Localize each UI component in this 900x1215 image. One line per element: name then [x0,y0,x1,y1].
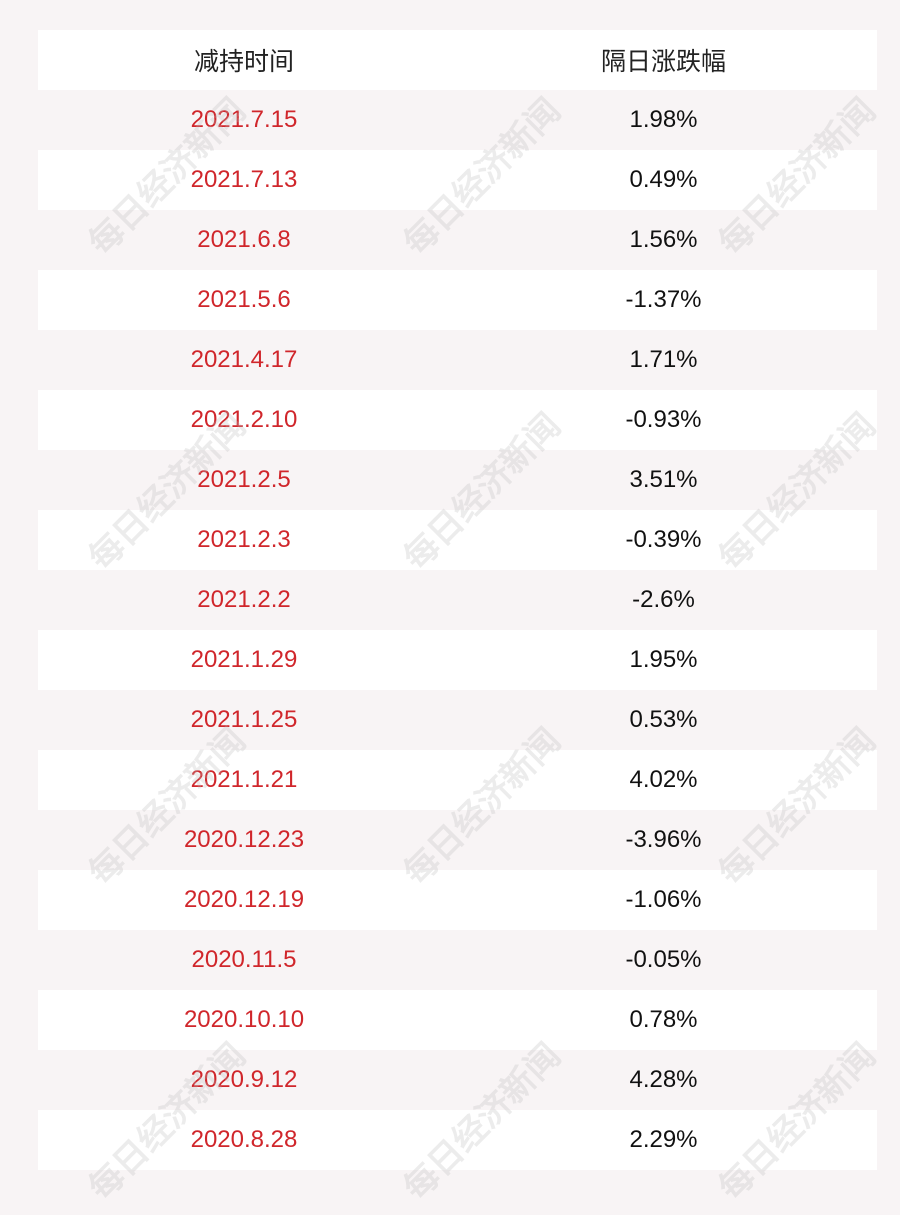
table-header-row: 减持时间 隔日涨跌幅 [38,30,877,90]
change-cell: 0.53% [629,706,698,733]
holdings-reduction-table: 减持时间 隔日涨跌幅 2021.7.15 1.98% 2021.7.13 0.4… [38,30,877,1170]
date-cell: 2020.10.10 [183,1006,305,1033]
change-cell: 4.02% [629,766,698,793]
table-row: 2021.2.5 3.51% [38,450,877,510]
change-cell: -1.06% [625,886,702,913]
table-row: 2020.9.12 4.28% [38,1050,877,1110]
date-cell: 2021.1.21 [190,766,298,793]
change-cell: -0.93% [625,406,702,433]
table-row: 2020.11.5 -0.05% [38,930,877,990]
date-cell: 2020.8.28 [190,1126,298,1153]
change-cell: 0.49% [629,166,698,193]
table-row: 2021.7.15 1.98% [38,90,877,150]
date-cell: 2021.7.15 [190,106,298,133]
date-cell: 2021.1.29 [190,646,298,673]
change-cell: 2.29% [629,1126,698,1153]
table-row: 2021.5.6 -1.37% [38,270,877,330]
change-cell: -1.37% [625,286,702,313]
table-row: 2021.2.2 -2.6% [38,570,877,630]
table-row: 2020.10.10 0.78% [38,990,877,1050]
date-cell: 2021.7.13 [190,166,298,193]
date-cell: 2021.5.6 [197,286,291,313]
date-cell: 2021.2.10 [190,406,298,433]
change-cell: 0.78% [629,1006,698,1033]
date-cell: 2020.12.23 [183,826,305,853]
date-cell: 2021.1.25 [190,706,298,733]
change-cell: 1.95% [629,646,698,673]
table-row: 2021.4.17 1.71% [38,330,877,390]
change-cell: -0.39% [625,526,702,553]
change-cell: -3.96% [625,826,702,853]
table-row: 2021.1.21 4.02% [38,750,877,810]
date-cell: 2021.4.17 [190,346,298,373]
table-row: 2021.1.29 1.95% [38,630,877,690]
change-cell: 4.28% [629,1066,698,1093]
change-cell: -2.6% [632,586,695,613]
date-cell: 2020.12.19 [183,886,305,913]
table-row: 2020.8.28 2.29% [38,1110,877,1170]
header-date: 减持时间 [193,48,294,76]
date-cell: 2021.2.5 [197,466,291,493]
table-row: 2020.12.23 -3.96% [38,810,877,870]
date-cell: 2021.6.8 [197,226,291,253]
date-cell: 2021.2.3 [197,526,291,553]
change-cell: 1.71% [629,346,698,373]
date-cell: 2020.11.5 [191,946,297,973]
change-cell: 3.51% [629,466,698,493]
table-row: 2021.6.8 1.56% [38,210,877,270]
table-row: 2021.2.10 -0.93% [38,390,877,450]
table-row: 2021.1.25 0.53% [38,690,877,750]
table-row: 2021.2.3 -0.39% [38,510,877,570]
date-cell: 2021.2.2 [197,586,291,613]
table-row: 2021.7.13 0.49% [38,150,877,210]
change-cell: 1.56% [629,226,698,253]
change-cell: 1.98% [629,106,698,133]
change-cell: -0.05% [625,946,702,973]
header-change: 隔日涨跌幅 [600,48,726,76]
table-row: 2020.12.19 -1.06% [38,870,877,930]
date-cell: 2020.9.12 [190,1066,298,1093]
